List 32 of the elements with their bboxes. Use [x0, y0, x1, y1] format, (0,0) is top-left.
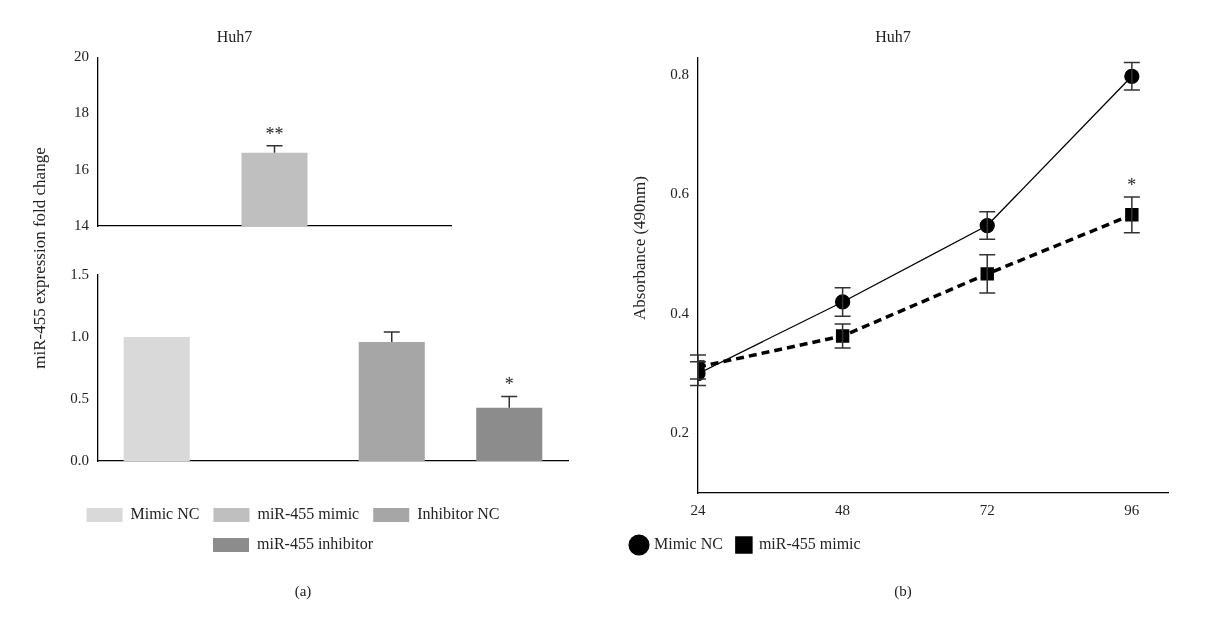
text: (a): [293, 583, 313, 600]
y-tick-label: 0.2: [670, 424, 689, 441]
legend-label: miR-455 inhibitor: [257, 535, 374, 553]
y-tick-label: 0.8: [670, 66, 689, 83]
y-tick-label: 1.5: [70, 265, 89, 282]
annotation: **: [265, 123, 284, 144]
y-axis-title: Absorbance (490nm): [630, 176, 650, 320]
x-tick-label: 24: [690, 501, 706, 518]
y-tick-label: 18: [74, 104, 89, 121]
text: (b): [893, 583, 913, 600]
y-tick-label: 0.6: [670, 185, 690, 202]
y-tick-label: 0.4: [670, 304, 690, 321]
legend-label: Mimic NC: [654, 535, 723, 553]
y-tick-label: 16: [74, 160, 90, 177]
legend-label: miR-455 mimic: [257, 505, 360, 523]
legend-label: Mimic NC: [130, 505, 200, 523]
y-tick-label: 20: [74, 48, 89, 65]
chart-title: Huh7: [875, 27, 911, 45]
y-tick-label: 0.5: [70, 389, 89, 406]
annotation: *: [504, 374, 514, 395]
y-axis-title: miR-455 expression fold change: [30, 147, 50, 369]
x-tick-label: 72: [979, 501, 995, 518]
annotation: *: [1127, 174, 1137, 195]
legend-label: Inhibitor NC: [417, 505, 500, 523]
x-tick-label: 48: [835, 501, 851, 518]
legend-label: miR-455 mimic: [758, 535, 861, 553]
y-tick-label: 1.0: [70, 327, 89, 344]
point: [834, 294, 851, 310]
y-tick-label: 14: [74, 216, 90, 233]
y-tick-label: 0.0: [70, 451, 89, 468]
x-tick-label: 96: [1124, 501, 1140, 518]
chart-title: Huh7: [216, 27, 253, 45]
